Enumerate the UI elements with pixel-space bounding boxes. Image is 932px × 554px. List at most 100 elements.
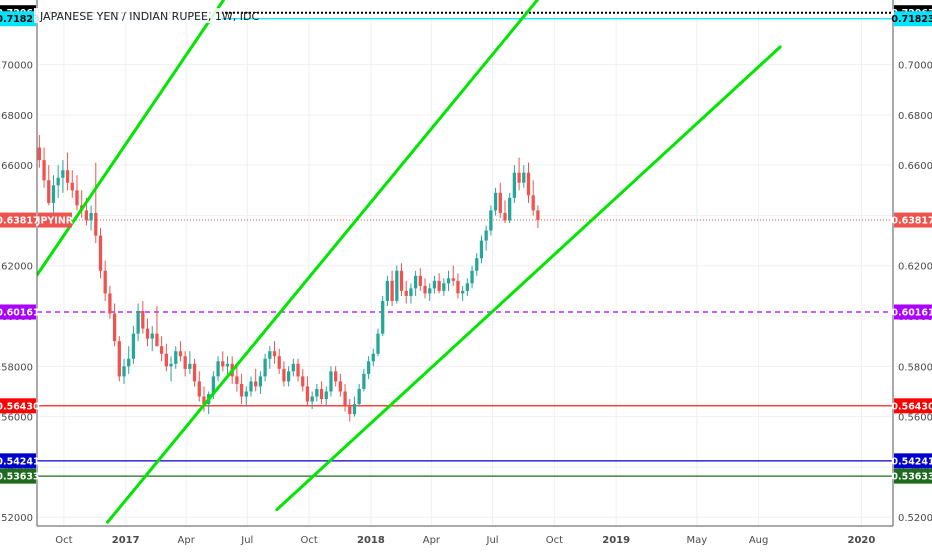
horizontal-levels	[37, 11, 893, 477]
candle-body	[517, 172, 521, 183]
candle-body	[498, 192, 502, 213]
candle-body	[117, 341, 121, 377]
candle-body	[305, 386, 310, 402]
candle-body	[150, 333, 154, 339]
candle-body	[484, 230, 488, 241]
candle-body	[174, 351, 178, 364]
candle-body	[286, 371, 291, 382]
candle-body	[362, 373, 366, 389]
candle-body	[141, 311, 145, 329]
candle-body	[493, 192, 498, 211]
level-price-tag-right-bg	[894, 468, 932, 484]
candle-body	[103, 270, 107, 294]
candle-body	[192, 363, 197, 382]
candle-body	[399, 270, 404, 291]
candle-body	[249, 381, 253, 392]
candle-body	[503, 212, 507, 221]
candle-body	[301, 376, 305, 387]
candle-body	[268, 351, 272, 359]
current-price-tag-left-bg	[0, 212, 36, 228]
candle-body	[381, 300, 385, 334]
level-price-tag-left-bg	[0, 398, 36, 414]
candle-body	[178, 351, 183, 357]
level-price-tag-left: 0.53633	[0, 472, 40, 483]
level-price-tag-right-bg	[894, 11, 932, 27]
candle-body	[315, 388, 319, 397]
candle-body	[423, 285, 427, 294]
candle-body	[291, 363, 295, 372]
candle-body	[456, 280, 460, 294]
candle-body	[183, 356, 187, 369]
candle-body	[409, 288, 413, 296]
candle-body	[159, 346, 164, 354]
candle-body	[235, 376, 239, 384]
candle-body	[37, 147, 41, 161]
y-tick-label-right: 0.58000	[898, 362, 932, 373]
candle-body	[244, 391, 248, 397]
candle-body	[277, 356, 281, 369]
candle-body	[112, 313, 117, 342]
candle-body	[197, 381, 201, 397]
y-tick-label-right: 0.52000	[898, 513, 932, 524]
candle-body	[461, 290, 465, 294]
x-tick-label: Apr	[178, 535, 196, 546]
chart-title: JAPANESE YEN / INDIAN RUPEE, 1W, IDC	[39, 10, 259, 23]
candle-body	[385, 280, 390, 301]
candle-body	[310, 396, 314, 402]
y-tick-label-right: 0.70000	[898, 61, 932, 72]
trendline	[106, 0, 540, 524]
grid	[37, 8, 893, 526]
y-tick-label-right: 0.62000	[898, 262, 932, 273]
candle-body	[221, 361, 225, 367]
candle-body	[432, 280, 437, 289]
x-tick-label: 2018	[357, 535, 385, 546]
candle-body	[319, 388, 324, 400]
candle-body	[536, 210, 540, 220]
candle-body	[136, 311, 140, 334]
candle-body	[84, 210, 89, 221]
y-tick-label-left: 0.56000	[0, 413, 33, 424]
candle-body	[47, 180, 51, 203]
candle-body	[334, 371, 338, 382]
trendline	[275, 45, 782, 512]
candle-body	[479, 240, 484, 259]
candle-body	[395, 270, 399, 301]
level-price-tag-right: 0.56430	[891, 401, 932, 412]
candle-body	[75, 190, 79, 206]
candle-body	[282, 368, 286, 382]
x-tick-label: Oct	[300, 535, 317, 546]
candle-body	[42, 160, 46, 181]
current-price-tag-right: 0.63817	[891, 216, 932, 227]
y-tick-label-right: 0.68000	[898, 111, 932, 122]
candle-body	[357, 388, 361, 405]
trendlines	[37, 0, 782, 524]
candle-body	[451, 278, 455, 281]
candle-body	[508, 197, 512, 221]
candle-body	[202, 396, 206, 405]
level-price-tag-left-bg	[0, 453, 36, 469]
x-tick-label: Jul	[240, 535, 253, 546]
candle-body	[70, 182, 74, 191]
symbol-label-bg	[38, 212, 72, 228]
candle-body	[470, 270, 474, 284]
candle-body	[108, 293, 112, 314]
candle-body	[188, 363, 192, 369]
level-price-tag-left-bg	[0, 11, 36, 27]
candle-body	[475, 258, 479, 271]
candle-body	[216, 361, 220, 377]
current-price-tag-left: 0.63817	[0, 216, 40, 227]
x-tick-label: Oct	[546, 535, 563, 546]
x-tick-label: 2017	[112, 535, 140, 546]
x-tick-label: May	[686, 535, 707, 546]
level-price-tag-left-bg	[0, 468, 36, 484]
candle-body	[211, 376, 216, 394]
candle-body	[94, 212, 98, 236]
candle-body	[418, 275, 422, 286]
candle-body	[296, 363, 300, 377]
candle-body	[404, 290, 408, 296]
candle-body	[371, 353, 375, 362]
candle-body	[465, 283, 469, 291]
level-price-tag-left: 0.54241	[0, 456, 40, 467]
candle-body	[366, 361, 371, 374]
